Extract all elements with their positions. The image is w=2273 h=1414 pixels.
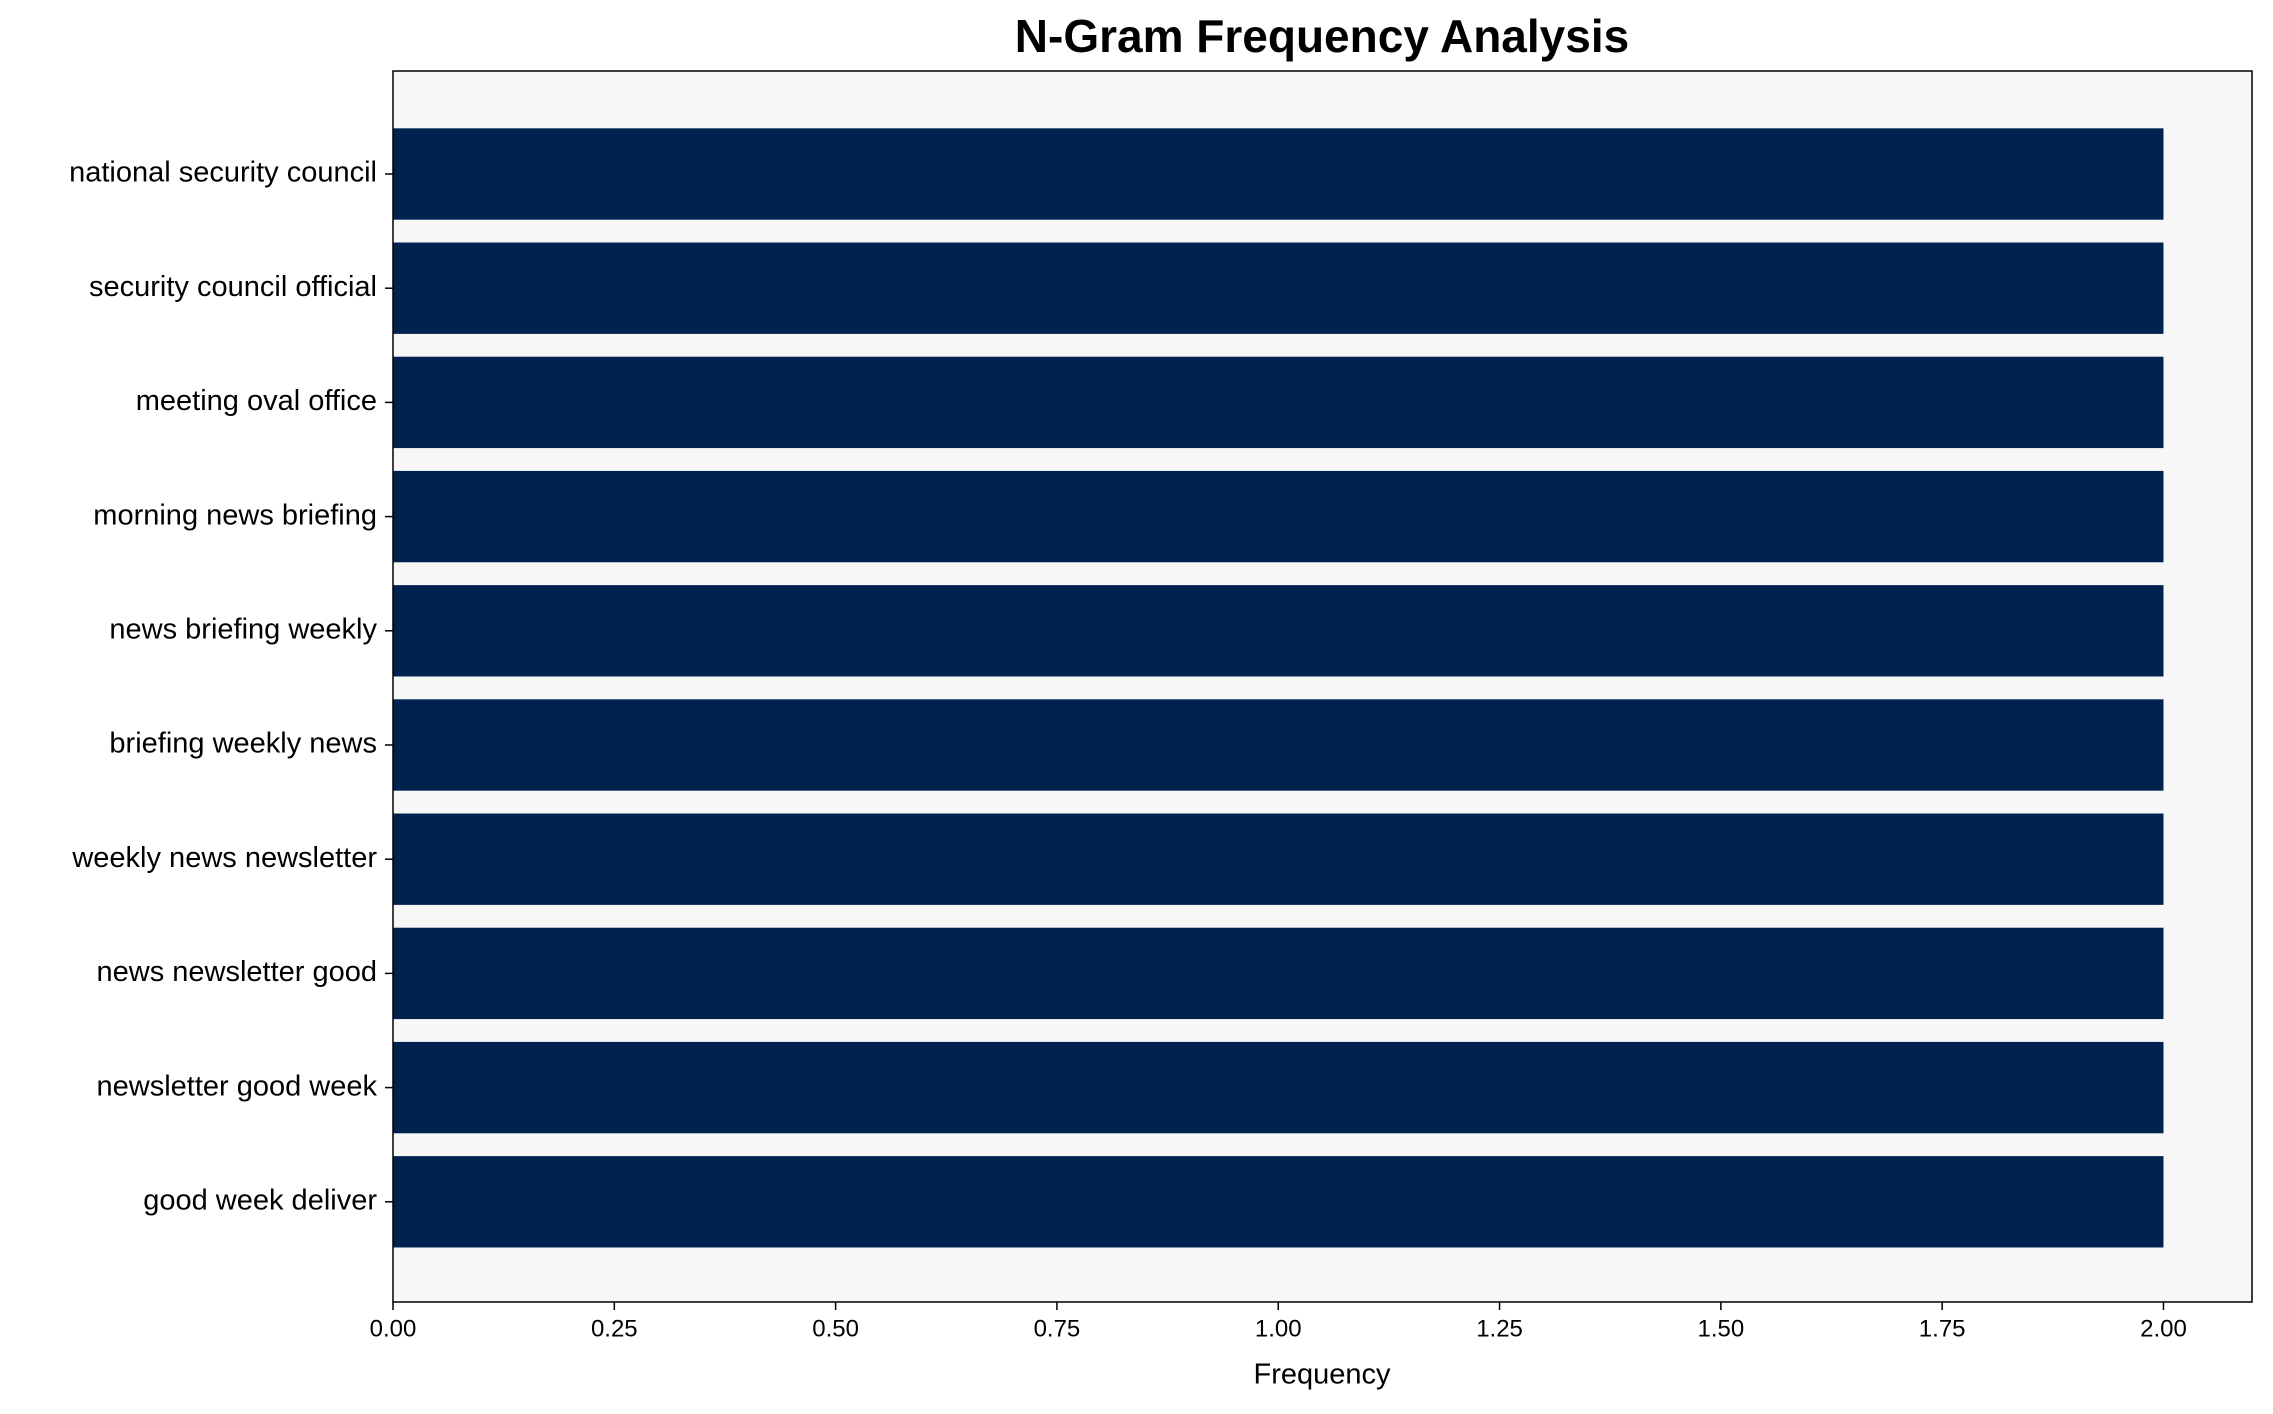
bar xyxy=(393,1156,2164,1248)
y-tick-label: news briefing weekly xyxy=(109,613,377,645)
y-tick-label: newsletter good week xyxy=(97,1070,378,1102)
plot-frame xyxy=(392,70,2253,1303)
x-axis-label: Frequency xyxy=(1253,1359,1391,1391)
y-tick-label: news newsletter good xyxy=(97,956,378,988)
bar xyxy=(393,699,2164,791)
x-tick-label: 1.00 xyxy=(1255,1315,1302,1342)
bar xyxy=(393,128,2164,220)
x-tick-label: 0.25 xyxy=(591,1315,638,1342)
y-tick-label: weekly news newsletter xyxy=(71,842,377,874)
x-tick-label: 0.00 xyxy=(370,1315,417,1342)
y-tick-label: briefing weekly news xyxy=(109,728,377,760)
bar xyxy=(393,1041,2164,1134)
bar xyxy=(393,242,2164,334)
x-tick-label: 1.50 xyxy=(1697,1315,1744,1342)
y-tick-label: morning news briefing xyxy=(93,499,377,531)
y-tick-label: good week deliver xyxy=(143,1184,377,1216)
bar xyxy=(393,356,2164,449)
y-tick-label: national security council xyxy=(69,157,377,189)
x-tick-label: 1.75 xyxy=(1919,1315,1966,1342)
bar xyxy=(393,927,2164,1020)
x-tick-label: 0.50 xyxy=(812,1315,859,1342)
y-tick-label: security council official xyxy=(89,271,377,303)
bar xyxy=(393,470,2164,563)
y-tick-label: meeting oval office xyxy=(136,385,377,417)
x-tick-label: 0.75 xyxy=(1034,1315,1081,1342)
x-tick-label: 2.00 xyxy=(2140,1315,2187,1342)
bar xyxy=(393,585,2164,677)
x-tick-label: 1.25 xyxy=(1476,1315,1523,1342)
chart-title: N-Gram Frequency Analysis xyxy=(1015,10,1629,62)
bar xyxy=(393,813,2164,905)
